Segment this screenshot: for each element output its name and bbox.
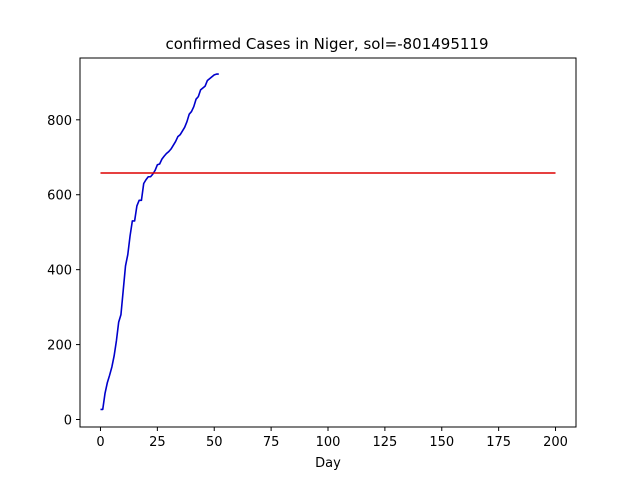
chart-title: confirmed Cases in Niger, sol=-801495119	[165, 35, 488, 53]
plot-area	[79, 57, 577, 428]
y-tick-label: 0	[64, 414, 72, 429]
x-tick-label: 200	[543, 435, 568, 450]
y-tick-label: 200	[47, 339, 72, 354]
y-tick-label: 600	[47, 189, 72, 204]
x-axis: 0 25 50 75 100 125 150 175 200	[96, 427, 568, 450]
x-tick-label: 0	[96, 435, 104, 450]
x-tick-label: 150	[429, 435, 454, 450]
y-axis: 0 200 400 600 800	[47, 114, 80, 429]
x-tick-label: 100	[316, 435, 341, 450]
x-tick-label: 75	[263, 435, 280, 450]
x-tick-label: 175	[486, 435, 511, 450]
confirmed-cases-line	[100, 73, 219, 411]
x-tick-label: 50	[206, 435, 223, 450]
x-axis-label: Day	[315, 456, 341, 471]
series-layer	[100, 73, 556, 411]
x-tick-label: 125	[372, 435, 397, 450]
y-tick-label: 800	[47, 114, 72, 129]
x-tick-label: 25	[149, 435, 166, 450]
y-tick-label: 400	[47, 264, 72, 279]
